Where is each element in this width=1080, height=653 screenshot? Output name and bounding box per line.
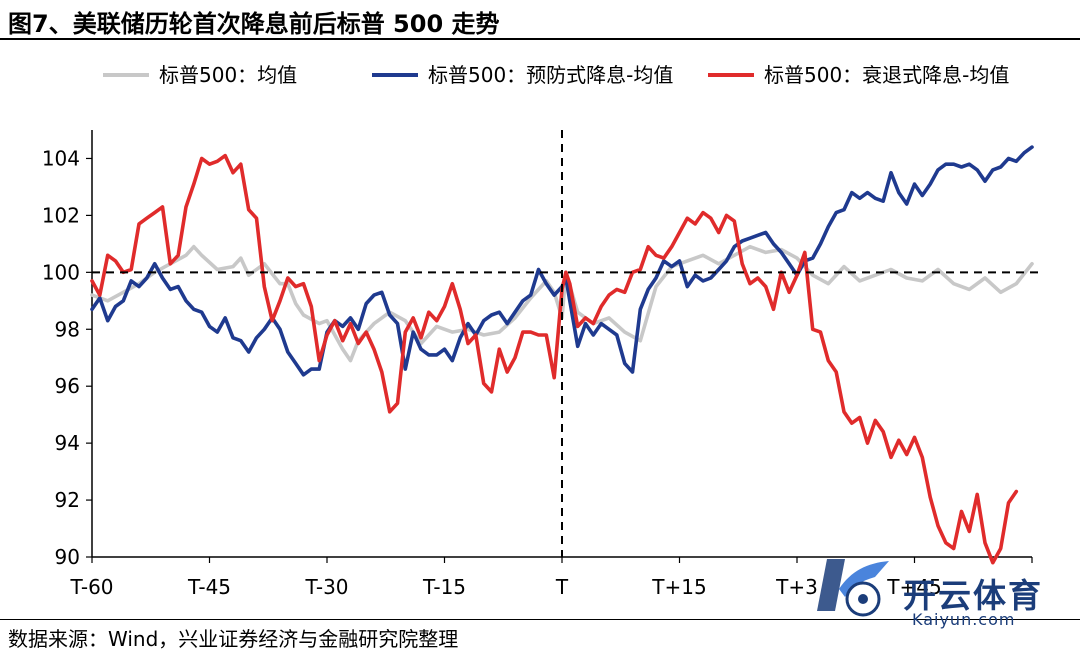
x-tick-label: T-60 xyxy=(69,575,113,599)
source-divider xyxy=(0,619,1080,620)
series-line-1 xyxy=(90,244,1034,363)
y-tick-label: 96 xyxy=(55,374,80,398)
y-tick-label: 100 xyxy=(42,260,80,284)
x-tick-label: T-15 xyxy=(422,575,466,599)
legend-label: 标普500：预防式降息-均值 xyxy=(428,63,673,87)
line-chart: 标普500：均值 标普500：预防式降息-均值 标普500：衰退式降息-均值 909… xyxy=(42,63,1042,599)
y-tick-label: 94 xyxy=(55,431,80,455)
y-tick-label: 90 xyxy=(55,545,80,569)
plot-area: 90 92 94 96 98 100 102 104 T-60 T-45 T-30 T-15 T T+15… xyxy=(42,130,1042,599)
series-line-3 xyxy=(90,153,1019,565)
x-tick-label: T-45 xyxy=(187,575,231,599)
x-tick-label: T+3 xyxy=(775,575,818,599)
y-tick-label: 98 xyxy=(55,317,80,341)
y-tick-label: 92 xyxy=(55,488,80,512)
chart-legend: 标普500：均值 标普500：预防式降息-均值 标普500：衰退式降息-均值 xyxy=(103,63,1009,87)
x-tick-label: T+45 xyxy=(886,575,941,599)
kaiyun-logo xyxy=(817,559,889,617)
x-tick-label: T-30 xyxy=(304,575,348,599)
x-tick-label: T xyxy=(555,575,569,599)
legend-label: 标普500：均值 xyxy=(159,63,297,87)
x-tick-label: T+15 xyxy=(651,575,706,599)
y-tick-label: 104 xyxy=(42,146,80,170)
data-source-note: 数据来源：Wind，兴业证券经济与金融研究院整理 xyxy=(8,627,459,651)
watermark-subtext: Kaiyun.com xyxy=(912,610,1016,629)
legend-label: 标普500：衰退式降息-均值 xyxy=(764,63,1009,87)
chart-title: 图7、美联储历轮首次降息前后标普 500 走势 xyxy=(8,10,500,38)
title-divider xyxy=(0,38,1080,40)
watermark-text: 开云体育 xyxy=(903,576,1043,615)
y-tick-label: 102 xyxy=(42,203,80,227)
